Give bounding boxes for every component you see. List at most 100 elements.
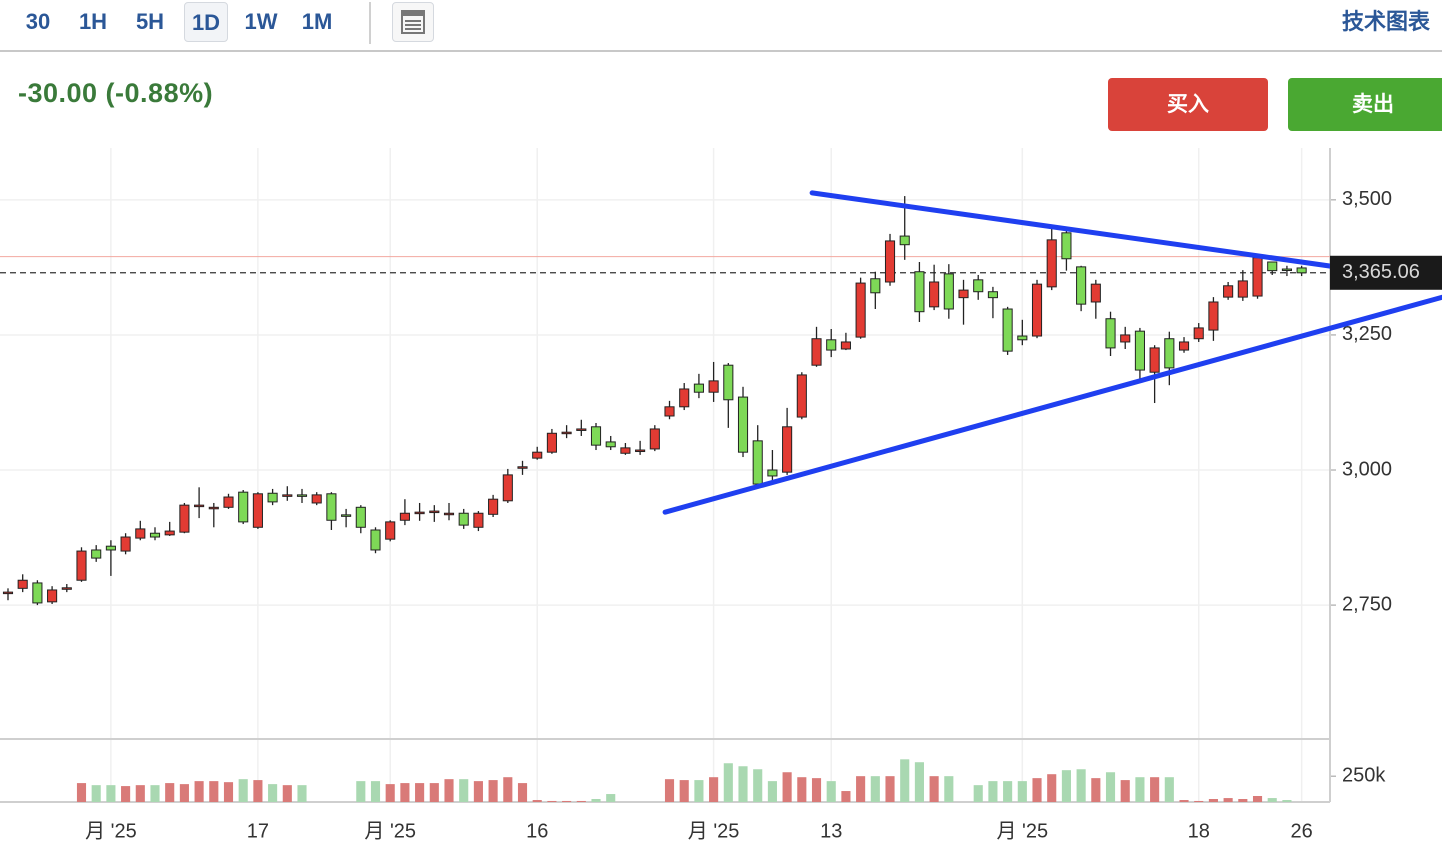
candle-body <box>1267 261 1278 272</box>
interval-button[interactable]: 5H <box>135 9 165 34</box>
candle-body <box>326 493 337 521</box>
layout-icon[interactable] <box>392 2 434 42</box>
sell-button[interactable]: 卖出 <box>1288 78 1442 131</box>
candle-body <box>1237 280 1248 298</box>
candle-body <box>1017 335 1028 341</box>
volume-bar <box>1238 799 1248 802</box>
candle-body <box>1193 327 1204 340</box>
candle-body <box>61 587 72 590</box>
volume-bar <box>370 781 381 802</box>
buy-button[interactable]: 买入 <box>1108 78 1268 131</box>
candle-body <box>473 512 484 528</box>
interval-button[interactable]: 1H <box>78 9 108 34</box>
volume-bar <box>811 778 822 802</box>
volume-bar <box>547 800 557 802</box>
volume-bar <box>679 780 689 802</box>
volume-bar <box>400 783 410 802</box>
candle-body <box>1031 283 1043 337</box>
candle-body <box>664 406 675 417</box>
candle-body <box>120 536 131 552</box>
volume-bar <box>723 763 733 802</box>
volume-bar <box>209 781 219 802</box>
volume-bar <box>385 784 395 802</box>
volume-bar <box>503 777 513 802</box>
candle-body <box>884 240 896 283</box>
candle-body <box>649 428 660 450</box>
candle-body <box>532 451 543 459</box>
candle-body <box>1178 341 1190 351</box>
x-tick-label: 月 '25 <box>688 820 740 842</box>
volume-bar <box>988 781 998 802</box>
interval-button[interactable]: 1M <box>301 9 333 34</box>
interval-button[interactable]: 1W <box>244 9 278 34</box>
volume-bar <box>1017 781 1027 802</box>
volume-bar <box>1061 770 1071 802</box>
candle-body <box>105 545 116 551</box>
candle-body <box>620 447 631 454</box>
candle-body <box>943 273 954 310</box>
candle-body <box>635 449 646 453</box>
candle-body <box>1164 338 1175 369</box>
volume-bar <box>1179 800 1189 802</box>
candle-body <box>767 469 778 477</box>
x-tick-label: 月 '25 <box>85 820 137 842</box>
volume-bar <box>179 784 189 802</box>
volume-bar <box>709 777 719 802</box>
interval-button[interactable]: 30 <box>25 9 51 34</box>
volume-bar <box>664 779 675 802</box>
volume-bar <box>767 781 777 802</box>
volume-bar <box>1223 798 1233 802</box>
volume-bar <box>253 780 263 802</box>
candle-body <box>355 506 366 528</box>
x-tick-label: 月 '25 <box>364 820 416 842</box>
candle-body <box>561 431 572 435</box>
volume-bar <box>826 781 836 802</box>
candle-body <box>296 494 308 497</box>
volume-bar <box>268 784 278 802</box>
volume-bar <box>1208 799 1218 802</box>
candle-body <box>693 383 704 393</box>
candle-body <box>796 374 807 418</box>
candle-body <box>576 428 587 431</box>
candle-body <box>429 510 440 514</box>
candle-body <box>590 426 602 446</box>
x-tick-label: 26 <box>1291 820 1313 842</box>
technical-chart-link[interactable]: 技术图表 <box>1341 9 1430 34</box>
candle-body <box>1296 267 1307 274</box>
interval-button[interactable]: 1D <box>184 2 228 42</box>
candle-body <box>223 496 234 508</box>
candle-body <box>1046 239 1057 288</box>
volume-bar <box>488 780 498 802</box>
volume-bar <box>753 769 763 802</box>
volume-bar <box>106 785 116 802</box>
x-tick-label: 17 <box>247 820 269 842</box>
candle-body <box>1076 266 1087 305</box>
volume-bar <box>459 779 469 802</box>
candle-body <box>870 278 881 294</box>
candle-body <box>488 498 499 515</box>
candle-body <box>708 380 719 393</box>
volume-bar <box>606 794 616 802</box>
candle-body <box>929 281 940 308</box>
volume-bar <box>165 783 175 802</box>
volume-bar <box>1164 777 1174 802</box>
volume-bar <box>738 766 748 802</box>
candle-body <box>252 493 263 528</box>
y-tick-label: 3,250 <box>1342 323 1392 345</box>
candle-body <box>1134 330 1145 371</box>
candle-body <box>194 504 205 508</box>
volume-bar <box>885 776 895 802</box>
volume-bar <box>856 776 866 802</box>
candle-body <box>2 591 14 595</box>
candle-body <box>1105 318 1116 349</box>
volume-bar <box>150 785 160 802</box>
candle-body <box>1149 347 1160 373</box>
y-tick-label: 250k <box>1342 764 1386 786</box>
volume-bar <box>870 776 880 802</box>
volume-bar <box>782 772 792 802</box>
candle-body <box>1208 301 1219 331</box>
last-price-label: 3,365.06 <box>1342 261 1420 283</box>
candle-body <box>855 282 866 338</box>
volume-bar <box>194 781 204 802</box>
